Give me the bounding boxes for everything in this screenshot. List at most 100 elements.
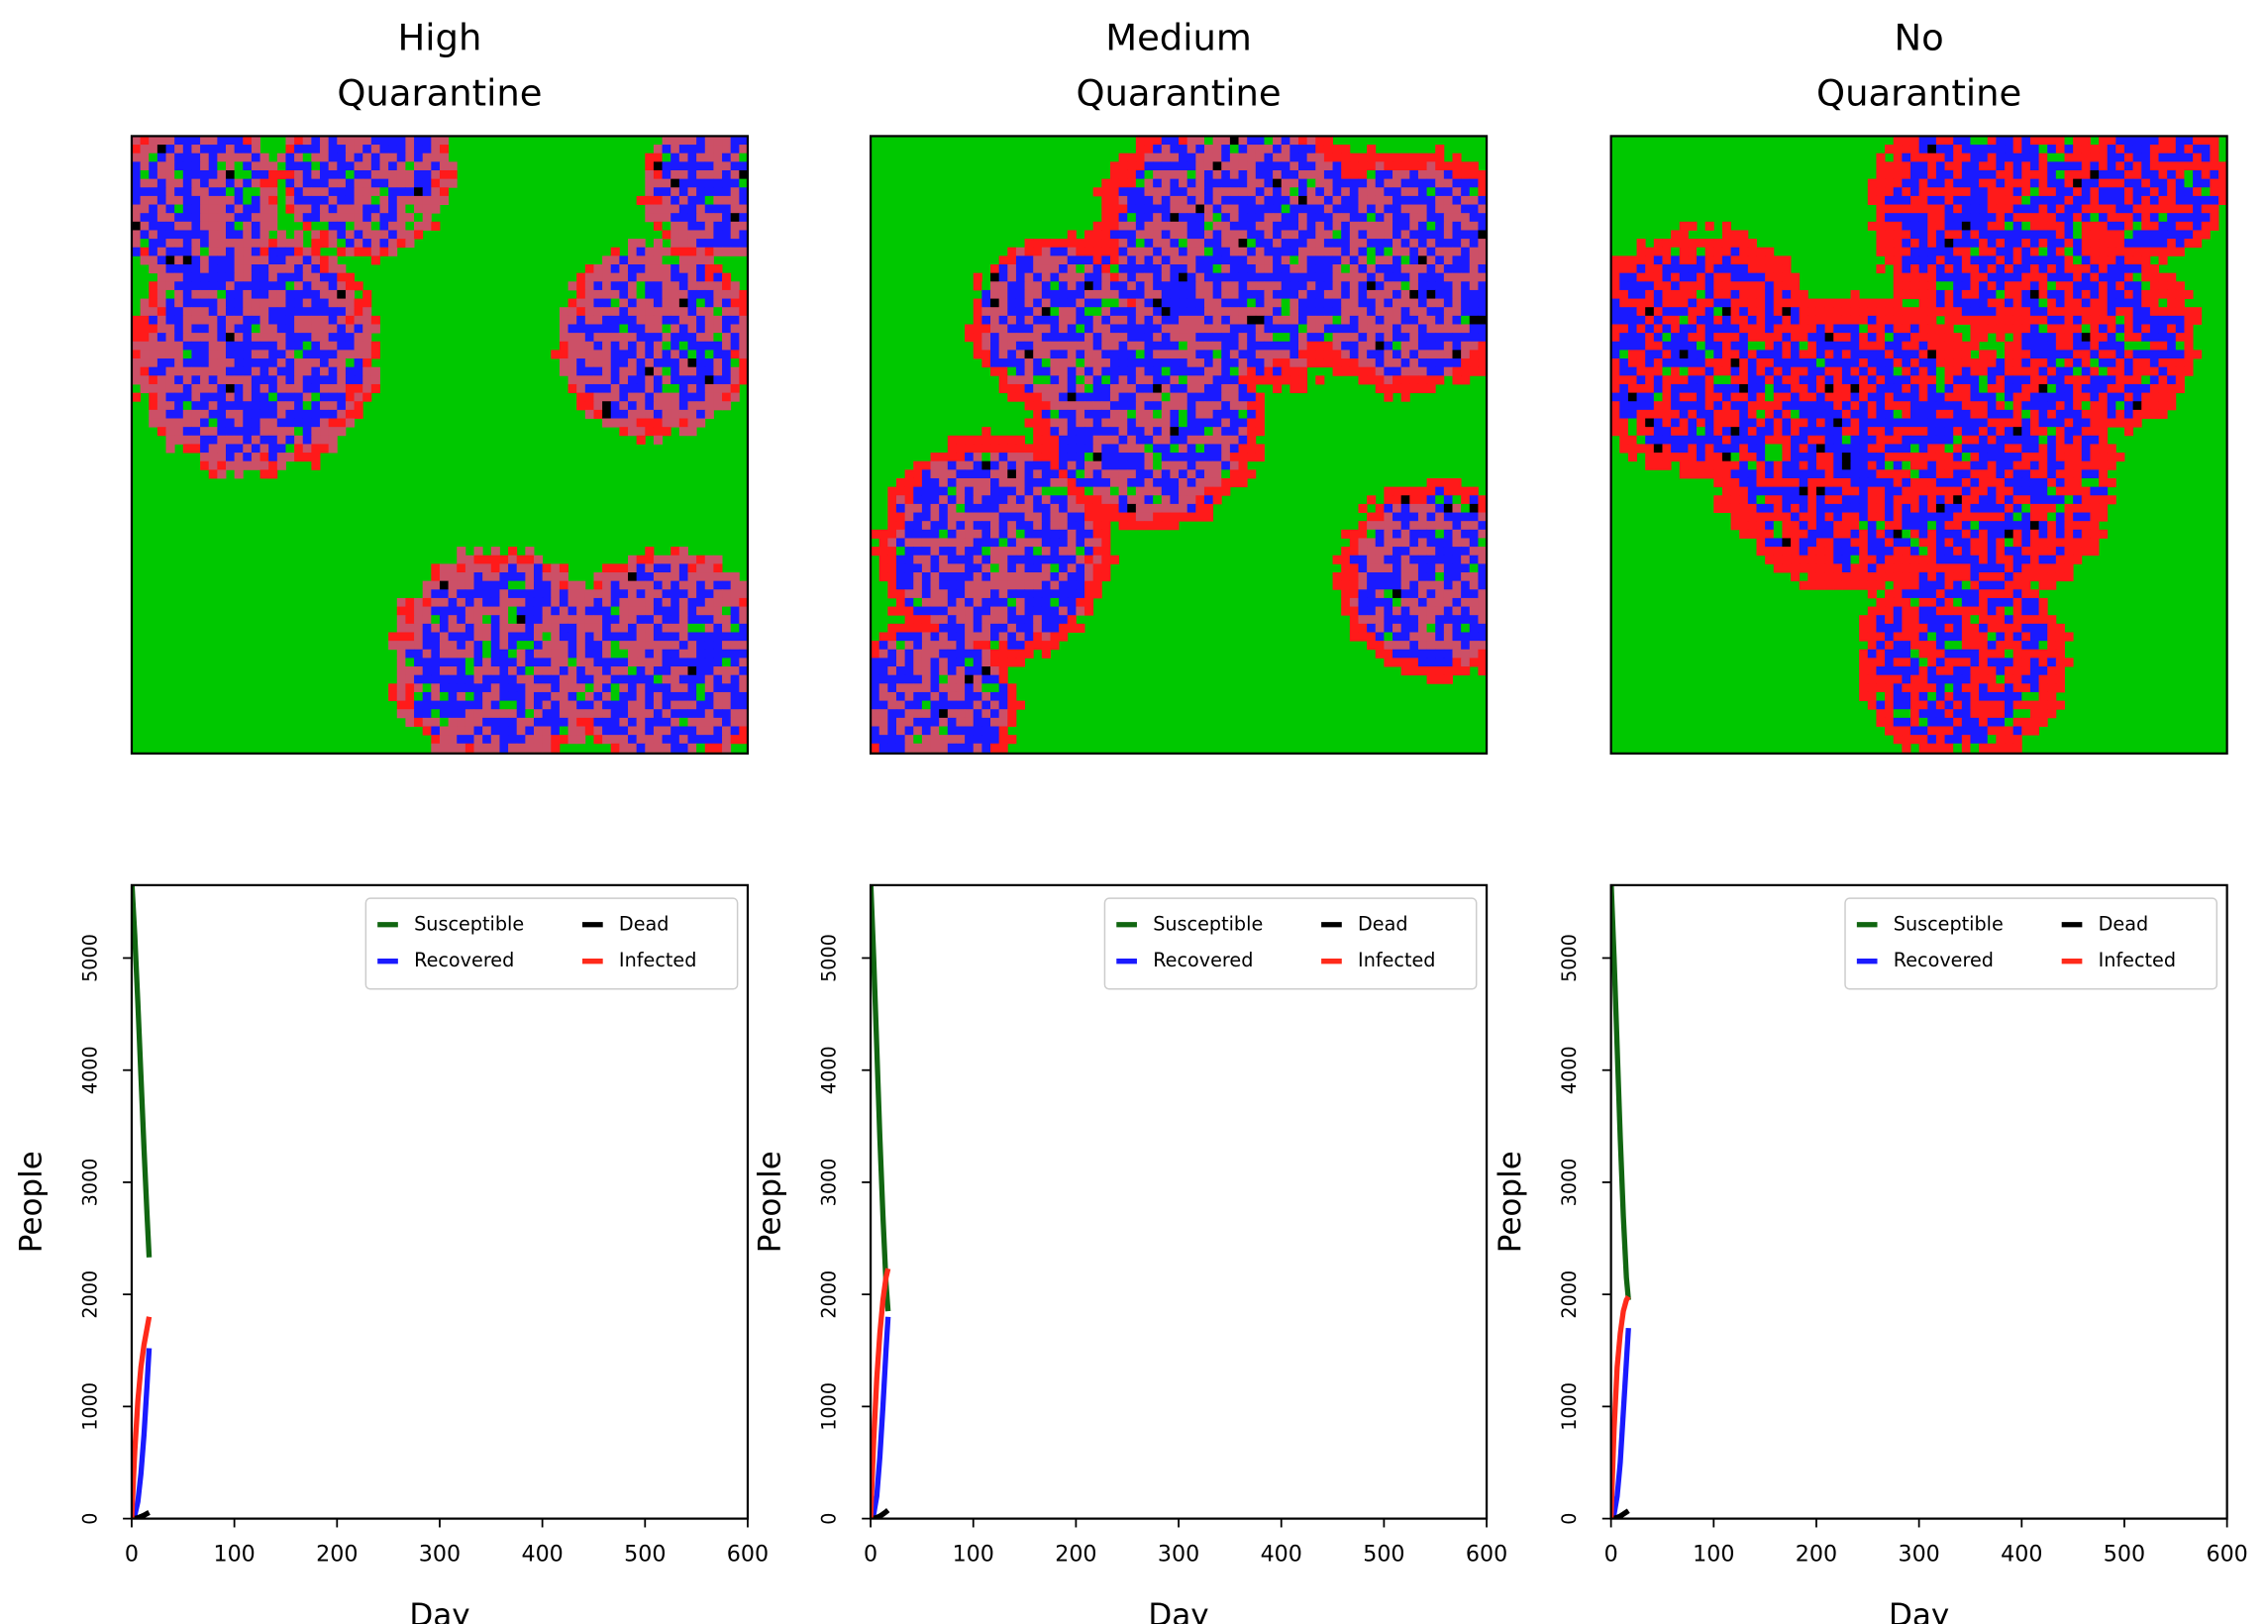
cell <box>1452 289 1462 300</box>
cell <box>1417 178 1428 188</box>
cell <box>1478 563 1488 573</box>
cell <box>156 239 166 249</box>
cell <box>328 315 338 325</box>
cell <box>1153 307 1163 317</box>
cell <box>653 700 664 710</box>
cell <box>1323 230 1334 240</box>
cell <box>990 477 1000 488</box>
cell <box>687 658 697 667</box>
cell <box>174 333 184 343</box>
cell <box>678 700 688 710</box>
cell <box>645 289 655 300</box>
cell <box>337 169 347 180</box>
cell <box>1247 333 1257 343</box>
cell <box>662 230 671 240</box>
cell <box>200 221 210 231</box>
cell <box>1358 341 1368 351</box>
cell <box>1247 341 1257 351</box>
cell <box>1161 213 1171 223</box>
cell <box>1281 324 1290 334</box>
cell <box>1050 272 1060 282</box>
cell <box>1203 427 1214 437</box>
cell <box>1050 555 1060 564</box>
cell <box>1109 555 1120 564</box>
cell <box>1341 213 1351 223</box>
cell <box>1015 341 1026 351</box>
cell <box>628 366 638 376</box>
cell <box>499 606 509 616</box>
cell <box>1469 221 1479 231</box>
cell <box>973 538 982 548</box>
cell <box>294 341 304 351</box>
cell <box>234 178 244 188</box>
cell <box>1084 392 1094 402</box>
cell <box>1417 195 1428 205</box>
cell <box>1179 358 1188 368</box>
cell <box>567 717 577 727</box>
cell <box>662 717 671 727</box>
cell <box>1195 409 1205 419</box>
cell <box>636 674 646 684</box>
cell <box>149 161 158 171</box>
cell <box>174 341 184 351</box>
cell <box>602 615 612 625</box>
cell <box>584 315 594 325</box>
cell <box>1375 547 1385 557</box>
cell <box>1067 538 1077 548</box>
cell <box>354 230 363 240</box>
cell <box>670 375 680 385</box>
cell <box>628 623 638 633</box>
cell <box>439 691 450 702</box>
cell <box>345 221 356 231</box>
cell <box>973 521 982 531</box>
cell <box>208 255 218 265</box>
cell <box>998 486 1008 496</box>
cell <box>285 315 295 325</box>
cell <box>1478 555 1488 564</box>
cell <box>1452 572 1462 582</box>
cell <box>302 204 312 214</box>
cell <box>584 658 594 667</box>
cell <box>490 615 500 625</box>
cell <box>567 683 577 693</box>
cell <box>268 324 278 334</box>
cell <box>328 418 338 428</box>
cell <box>1041 264 1051 274</box>
cell <box>1238 169 1248 180</box>
cell <box>1007 341 1017 351</box>
cell <box>678 289 688 300</box>
cell <box>653 204 664 214</box>
cell <box>1452 538 1462 548</box>
cell <box>981 333 991 343</box>
cell <box>140 230 150 240</box>
cell <box>1186 366 1196 376</box>
cell <box>887 547 897 557</box>
cell <box>1203 358 1214 368</box>
cell <box>405 204 415 214</box>
cell <box>878 563 888 573</box>
cell <box>584 615 594 625</box>
cell <box>921 460 931 470</box>
cell <box>1384 341 1393 351</box>
cell <box>662 333 671 343</box>
cell <box>337 409 347 419</box>
cell <box>431 195 441 205</box>
cell <box>990 324 1000 334</box>
cell <box>1109 460 1120 470</box>
cell <box>1315 375 1325 385</box>
cell <box>1127 341 1137 351</box>
cell <box>636 700 646 710</box>
cell <box>149 341 158 351</box>
cell <box>200 152 210 162</box>
cell <box>362 204 372 214</box>
cell <box>370 230 380 240</box>
cell <box>533 597 544 608</box>
cell <box>1255 289 1265 300</box>
cell <box>191 315 201 325</box>
cell <box>234 409 244 419</box>
cell <box>1101 401 1111 411</box>
cell <box>1186 444 1196 454</box>
cell <box>1443 272 1453 282</box>
cell <box>998 460 1008 470</box>
cell <box>414 717 424 727</box>
